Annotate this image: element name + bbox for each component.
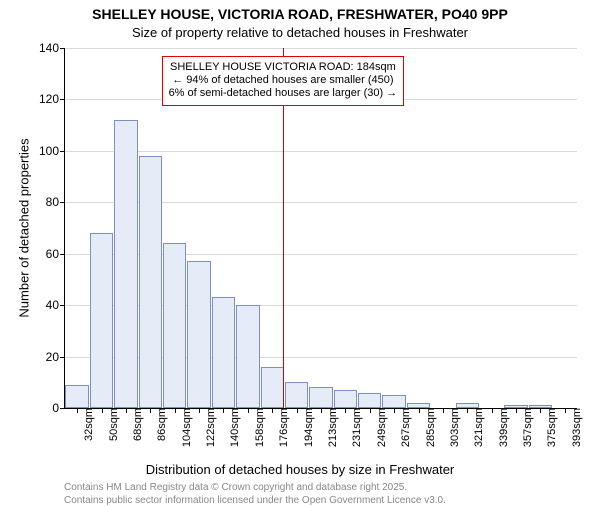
bar: [309, 387, 332, 408]
plot-area: SHELLEY HOUSE VICTORIA ROAD: 184sqm ← 94…: [64, 48, 577, 409]
xtick-label: 104sqm: [175, 408, 193, 447]
xtick-label: 32sqm: [77, 408, 95, 441]
credits-line2: Contains public sector information licen…: [64, 495, 446, 506]
ytick-label: 40: [46, 298, 65, 312]
xtick-label: 375sqm: [540, 408, 558, 447]
xtick-label: 249sqm: [370, 408, 388, 447]
xtick-label: 321sqm: [467, 408, 485, 447]
xtick-label: 357sqm: [516, 408, 534, 447]
xtick-label: 86sqm: [150, 408, 168, 441]
ytick-label: 80: [46, 195, 65, 209]
chart-title: SHELLEY HOUSE, VICTORIA ROAD, FRESHWATER…: [0, 6, 600, 41]
ytick-label: 100: [39, 144, 65, 158]
bar: [139, 156, 162, 408]
annotation-box: SHELLEY HOUSE VICTORIA ROAD: 184sqm ← 94…: [162, 56, 405, 106]
xtick-label: 50sqm: [102, 408, 120, 441]
xtick-label: 303sqm: [443, 408, 461, 447]
bar: [261, 367, 284, 408]
bar: [65, 385, 88, 408]
xtick-label: 393sqm: [565, 408, 583, 447]
xtick-label: 158sqm: [248, 408, 266, 447]
xtick-label: 194sqm: [297, 408, 315, 447]
xtick-label: 339sqm: [492, 408, 510, 447]
xtick-label: 176sqm: [272, 408, 290, 447]
ytick-label: 120: [39, 92, 65, 106]
title-line2: Size of property relative to detached ho…: [132, 25, 468, 40]
xtick-label: 140sqm: [223, 408, 241, 447]
xtick-label: 231sqm: [345, 408, 363, 447]
bar: [334, 390, 357, 408]
annotation-line1: SHELLEY HOUSE VICTORIA ROAD: 184sqm: [170, 61, 396, 73]
bar: [90, 233, 113, 408]
ytick-label: 0: [52, 401, 65, 415]
bar: [163, 243, 186, 408]
xtick-label: 285sqm: [419, 408, 437, 447]
credits-line1: Contains HM Land Registry data © Crown c…: [64, 482, 407, 493]
y-axis-label: Number of detached properties: [16, 138, 31, 317]
annotation-line2: ← 94% of detached houses are smaller (45…: [172, 74, 393, 86]
bar: [358, 393, 381, 408]
bar: [212, 297, 235, 408]
x-axis-label: Distribution of detached houses by size …: [0, 462, 600, 477]
xtick-label: 267sqm: [394, 408, 412, 447]
title-line1: SHELLEY HOUSE, VICTORIA ROAD, FRESHWATER…: [92, 6, 508, 22]
bar: [236, 305, 259, 408]
bar: [187, 261, 210, 408]
credits: Contains HM Land Registry data © Crown c…: [64, 482, 600, 507]
ytick-label: 20: [46, 350, 65, 364]
annotation-line3: 6% of semi-detached houses are larger (3…: [169, 87, 398, 99]
xtick-label: 68sqm: [126, 408, 144, 441]
bar: [285, 382, 308, 408]
bar: [382, 395, 405, 408]
chart-container: SHELLEY HOUSE, VICTORIA ROAD, FRESHWATER…: [0, 0, 600, 500]
bar: [114, 120, 137, 408]
ytick-label: 140: [39, 41, 65, 55]
ytick-label: 60: [46, 247, 65, 261]
xtick-label: 122sqm: [199, 408, 217, 447]
xtick-label: 213sqm: [321, 408, 339, 447]
